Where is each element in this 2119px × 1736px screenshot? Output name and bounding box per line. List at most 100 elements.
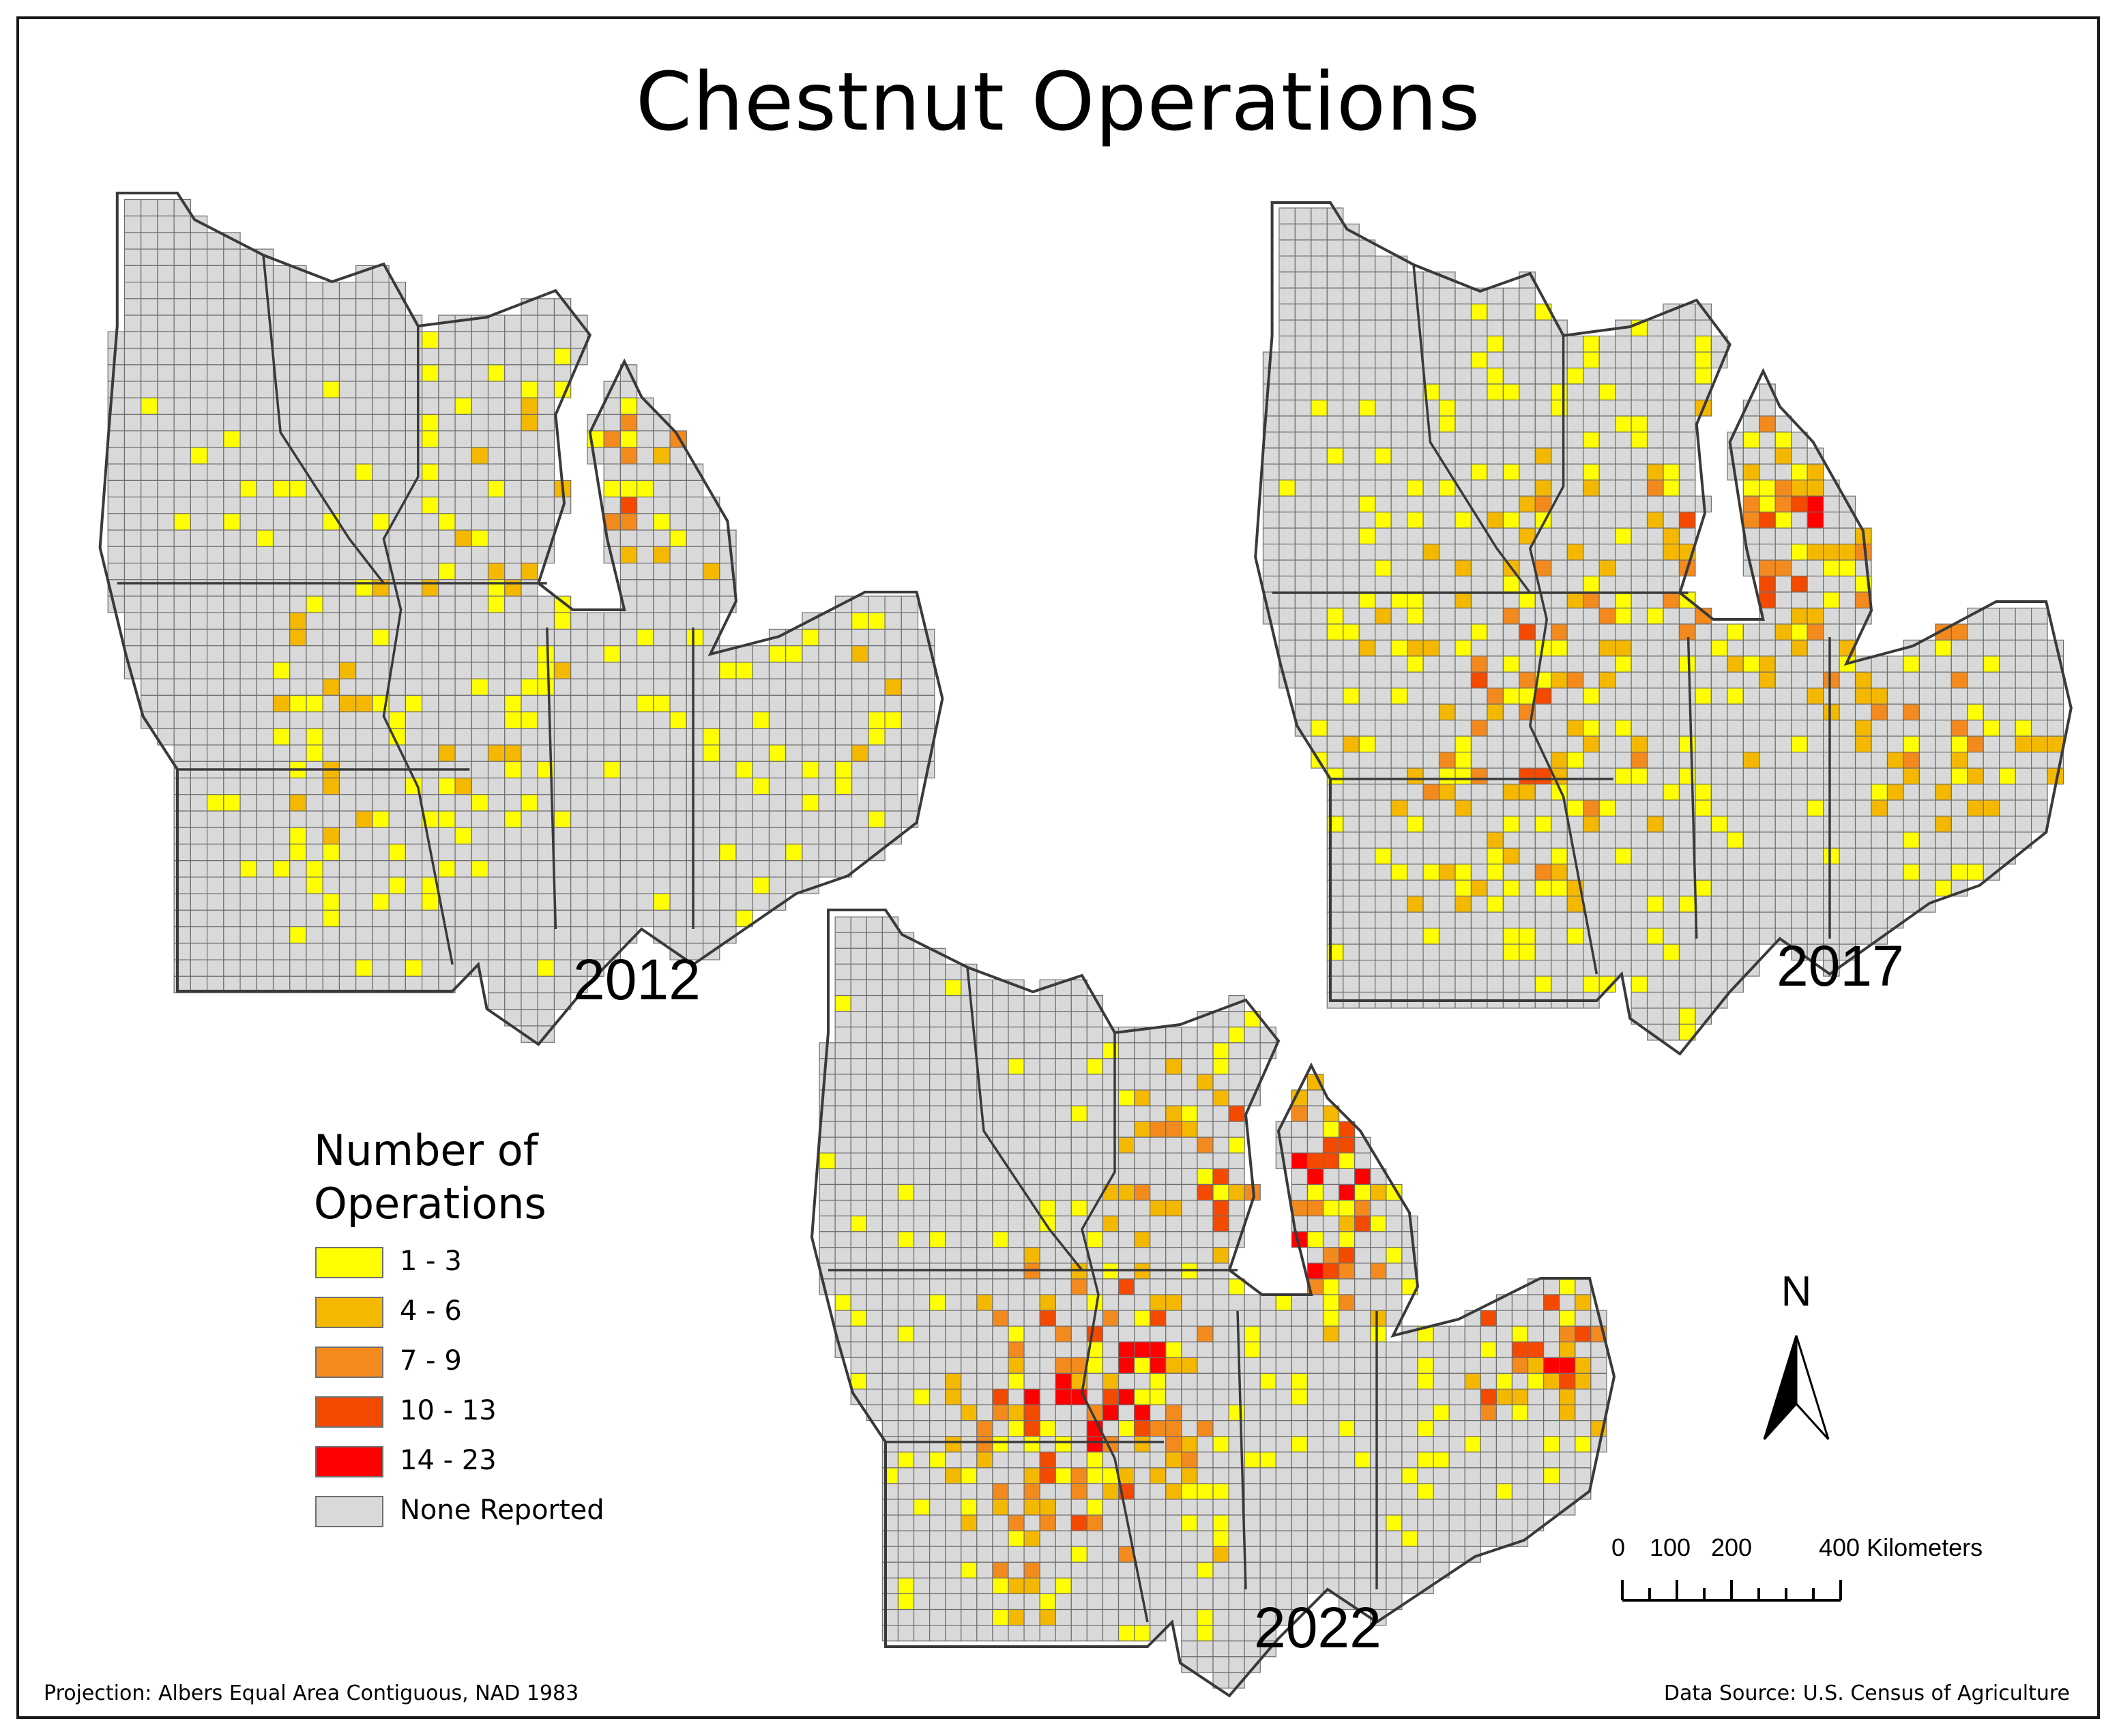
county-cell <box>1871 671 1888 689</box>
county-cell <box>1695 703 1712 721</box>
county-cell <box>123 529 142 547</box>
county-cell <box>1534 383 1552 401</box>
county-cell <box>372 282 390 299</box>
county-cell <box>190 282 208 299</box>
county-cell <box>735 860 753 878</box>
county-cell <box>1470 815 1488 833</box>
county-cell <box>1807 688 1824 705</box>
county-cell <box>1502 399 1520 417</box>
county-cell <box>272 694 291 713</box>
county-cell <box>1008 1011 1025 1028</box>
county-cell <box>388 744 406 762</box>
county-cell <box>1422 688 1440 705</box>
county-cell <box>1678 879 1696 897</box>
county-cell <box>1695 864 1712 881</box>
county-cell <box>1244 1577 1261 1595</box>
county-cell <box>1102 1546 1120 1563</box>
county-cell <box>1291 1577 1309 1595</box>
county-cell <box>1401 1420 1418 1437</box>
county-cell <box>1294 639 1312 657</box>
county-cell <box>1470 735 1488 753</box>
county-cell <box>1839 864 1856 881</box>
county-cell <box>422 413 439 432</box>
county-cell <box>1871 767 1888 785</box>
county-cell <box>1583 544 1600 561</box>
county-cell <box>537 612 555 630</box>
county-cell <box>1008 1530 1025 1547</box>
county-cell <box>802 694 819 713</box>
county-cell <box>1615 656 1632 673</box>
county-cell <box>1390 623 1408 641</box>
county-cell <box>487 678 506 696</box>
county-cell <box>157 413 175 432</box>
county-cell <box>881 1121 899 1138</box>
county-cell <box>405 744 423 762</box>
county-cell <box>207 430 224 448</box>
county-cell <box>603 662 621 679</box>
county-cell <box>1407 752 1424 769</box>
county-cell <box>1407 383 1424 401</box>
county-cell <box>1023 1216 1040 1233</box>
county-cell <box>1322 1404 1340 1422</box>
county-cell <box>1598 447 1616 465</box>
county-cell <box>1023 1325 1040 1342</box>
county-cell <box>1181 1278 1198 1295</box>
county-cell <box>190 480 208 498</box>
county-cell <box>1438 832 1456 849</box>
county-cell <box>1903 656 1920 673</box>
county-cell <box>1212 1136 1229 1153</box>
county-cell <box>1598 783 1616 801</box>
county-cell <box>1390 783 1408 801</box>
county-cell <box>1311 688 1328 705</box>
county-cell <box>1935 639 1952 657</box>
county-cell <box>1519 415 1536 432</box>
county-cell <box>1583 495 1600 513</box>
county-cell <box>1358 591 1376 609</box>
county-cell <box>454 711 472 729</box>
county-cell <box>1306 1546 1324 1563</box>
county-cell <box>1823 767 1840 785</box>
county-cell <box>1102 1577 1120 1595</box>
county-cell <box>1311 544 1328 561</box>
county-cell <box>405 662 423 679</box>
county-cell <box>1727 783 1744 801</box>
county-cell <box>1854 911 1872 929</box>
county-cell <box>1918 799 1936 817</box>
county-cell <box>1502 639 1520 657</box>
county-cell <box>338 827 357 845</box>
county-cell <box>1502 815 1520 833</box>
county-cell <box>1259 1388 1276 1406</box>
county-cell <box>272 943 291 960</box>
county-cell <box>1228 1577 1245 1595</box>
county-cell <box>355 612 373 630</box>
county-cell <box>338 810 357 828</box>
county-cell <box>1646 943 1664 961</box>
county-cell <box>2015 832 2032 849</box>
county-cell <box>1918 703 1936 721</box>
county-cell <box>141 413 158 432</box>
county-cell <box>1197 1152 1214 1169</box>
county-cell <box>256 877 274 894</box>
county-cell <box>1502 367 1520 385</box>
county-cell <box>1615 799 1632 817</box>
county-cell <box>1306 1121 1324 1138</box>
county-cell <box>913 1530 931 1547</box>
county-cell <box>239 728 257 746</box>
county-cell <box>1339 1152 1356 1169</box>
county-cell <box>976 1278 993 1295</box>
county-cell <box>1326 512 1344 529</box>
county-cell <box>1070 1608 1087 1626</box>
county-cell <box>1326 527 1344 545</box>
county-cell <box>388 381 406 398</box>
county-cell <box>553 364 572 382</box>
county-cell <box>1039 1436 1056 1453</box>
county-cell <box>1339 1278 1356 1295</box>
county-cell <box>1566 639 1584 657</box>
county-cell <box>1631 447 1648 465</box>
county-cell <box>1228 1388 1245 1406</box>
county-cell <box>1375 351 1392 369</box>
county-cell <box>1370 1436 1387 1453</box>
county-cell <box>355 678 373 696</box>
county-cell <box>272 744 291 762</box>
county-cell <box>1519 399 1536 417</box>
